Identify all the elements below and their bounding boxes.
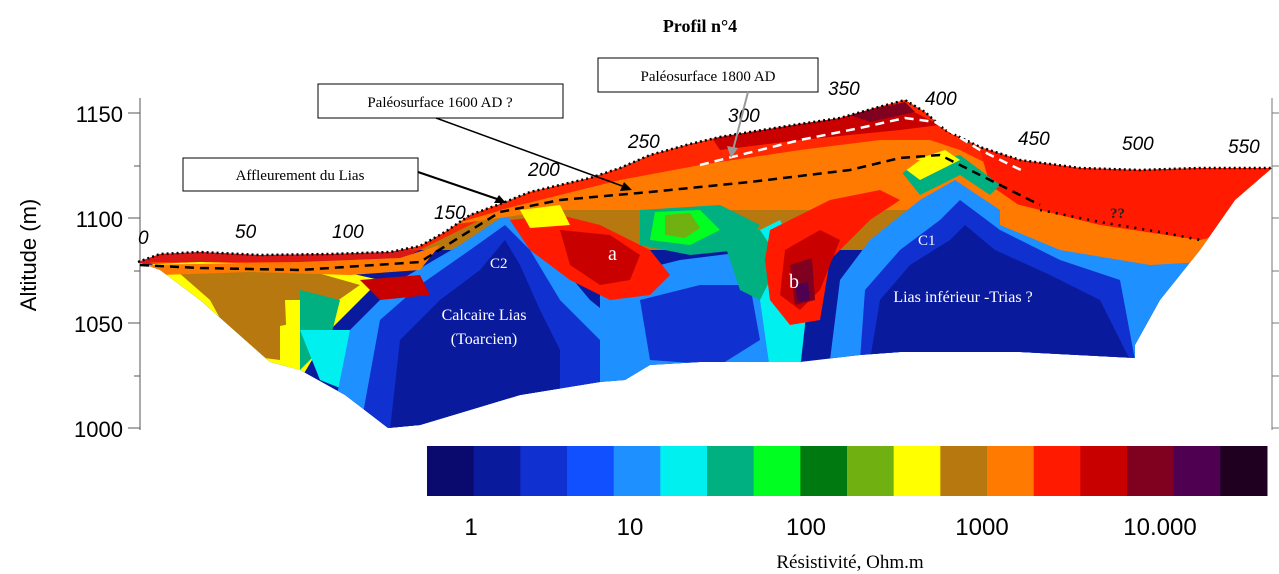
colorbar-tick-label: 100 bbox=[786, 514, 826, 541]
colorbar-swatch bbox=[1220, 446, 1268, 496]
colorbar-swatch bbox=[1173, 446, 1221, 496]
zone-label-a: a bbox=[608, 243, 617, 265]
distance-label: 500 bbox=[1122, 134, 1154, 155]
distance-label: 300 bbox=[728, 106, 760, 127]
topography-line bbox=[137, 98, 1272, 264]
y-tick-label: 1100 bbox=[76, 207, 123, 232]
colorbar-swatch bbox=[1033, 446, 1081, 496]
colorbar-swatch bbox=[520, 446, 568, 496]
distance-label: 150 bbox=[434, 203, 466, 224]
callout-paleo-1600: Paléosurface 1600 AD ? bbox=[317, 83, 632, 191]
zone-label-c2: C2 bbox=[490, 256, 508, 272]
colorbar-swatch bbox=[427, 446, 475, 496]
colorbar-swatch bbox=[707, 446, 755, 496]
callout-paleo-1800: Paléosurface 1800 AD bbox=[597, 57, 819, 158]
colorbar-swatch bbox=[473, 446, 521, 496]
colorbar-swatch bbox=[660, 446, 708, 496]
colorbar-swatch bbox=[893, 446, 941, 496]
y-tick-label: 1050 bbox=[74, 312, 123, 337]
distance-label: 100 bbox=[332, 222, 364, 243]
colorbar-swatch bbox=[800, 446, 848, 496]
calcaire-lias-label: Calcaire Lias bbox=[442, 307, 527, 324]
zone-label-c1: C1 bbox=[918, 233, 936, 249]
colorbar-swatch bbox=[1080, 446, 1128, 496]
distance-label: 250 bbox=[627, 132, 660, 153]
colorbar-swatch bbox=[987, 446, 1035, 496]
colorbar-tick-label: 1 bbox=[464, 514, 477, 541]
y-axis-label: Altitude (m) bbox=[16, 199, 41, 311]
distance-label: 550 bbox=[1228, 137, 1260, 158]
y-tick-label: 1000 bbox=[74, 417, 123, 442]
callout-paleo-1800-text: Paléosurface 1800 AD bbox=[641, 69, 776, 85]
distance-label: 50 bbox=[235, 222, 257, 243]
figure-title: Profil n°4 bbox=[663, 16, 737, 36]
colorbar-swatch bbox=[940, 446, 988, 496]
y-tick-label: 1150 bbox=[76, 102, 123, 127]
colorbar-swatch bbox=[847, 446, 895, 496]
colorbar-label: Résistivité, Ohm.m bbox=[776, 552, 923, 573]
zone-labels: C2 C1 a b ?? Calcaire Lias (Toarcien) Li… bbox=[442, 206, 1125, 348]
right-axis bbox=[1271, 98, 1279, 430]
colorbar-swatch bbox=[1127, 446, 1175, 496]
zone-label-unknown: ?? bbox=[1110, 206, 1125, 222]
colorbar-tick-label: 1000 bbox=[955, 514, 1008, 541]
distance-label: 450 bbox=[1018, 129, 1050, 150]
distance-label: 400 bbox=[925, 89, 957, 110]
distance-labels: 0 50 100 150 200 250 300 350 400 450 500… bbox=[138, 79, 1260, 249]
y-axis: 1150 1100 1050 1000 Altitude (m) bbox=[16, 98, 141, 442]
zone-label-b: b bbox=[789, 271, 799, 293]
colorbar-tick-label: 10 bbox=[617, 514, 644, 541]
callout-lias-outcrop: Affleurement du Lias bbox=[182, 157, 506, 203]
colorbar-swatch bbox=[567, 446, 615, 496]
paleosurface-1600-line bbox=[139, 153, 1041, 272]
colorbar bbox=[427, 446, 1268, 496]
distance-label: 0 bbox=[138, 228, 149, 249]
colorbar-swatch bbox=[753, 446, 801, 496]
paleosurface-1800-line bbox=[699, 116, 1026, 174]
toarcien-label: (Toarcien) bbox=[451, 331, 517, 348]
callout-lias-outcrop-text: Affleurement du Lias bbox=[236, 168, 365, 184]
resistivity-section bbox=[138, 100, 1272, 428]
distance-label: 200 bbox=[527, 160, 560, 181]
lias-inferieur-trias-label: Lias inférieur -Trias ? bbox=[893, 289, 1032, 306]
colorbar-tick-label: 10.000 bbox=[1123, 514, 1196, 541]
colorbar-swatch bbox=[613, 446, 661, 496]
callout-paleo-1600-text: Paléosurface 1600 AD ? bbox=[367, 95, 513, 111]
distance-label: 350 bbox=[828, 79, 860, 100]
colorbar-tick-labels: 1 10 100 1000 10.000 bbox=[464, 514, 1196, 541]
